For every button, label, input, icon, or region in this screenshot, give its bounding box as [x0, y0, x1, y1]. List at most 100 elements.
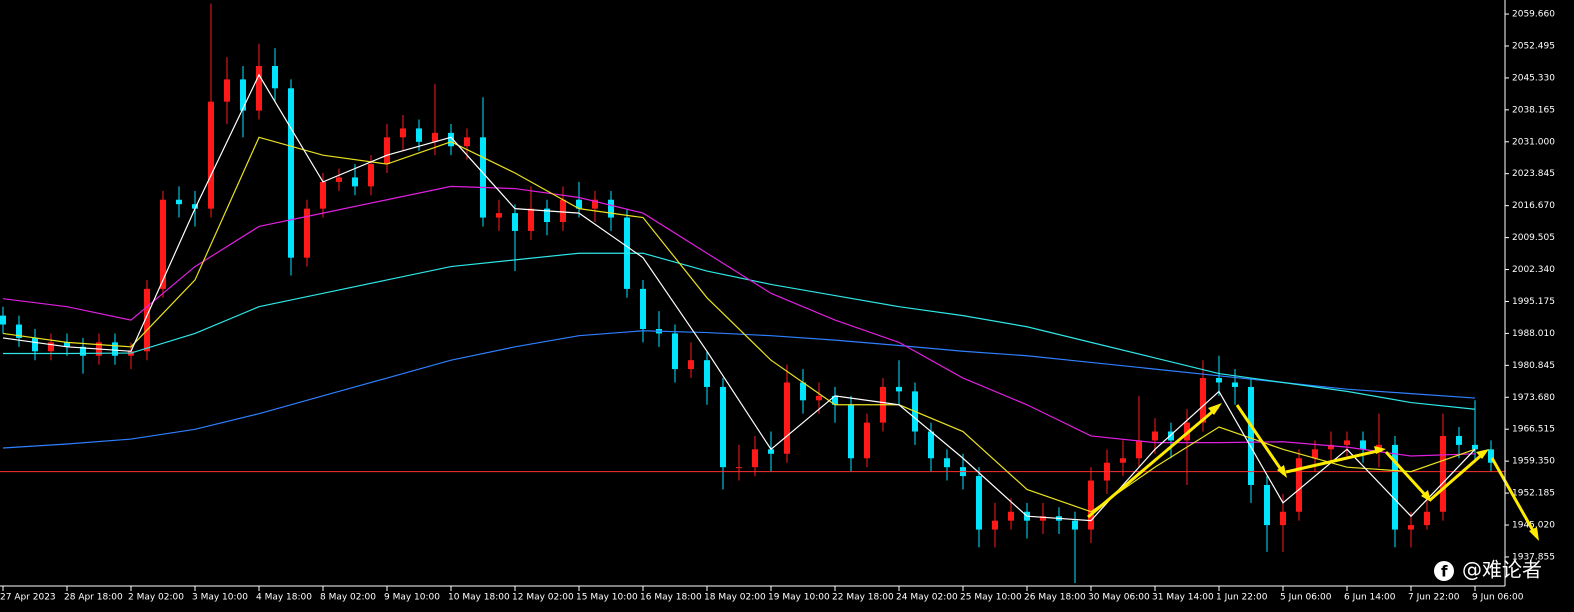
candle-body — [1360, 440, 1366, 450]
x-tick-label: 25 May 10:00 — [960, 593, 1022, 603]
candle-body — [832, 395, 838, 405]
arrows — [1087, 404, 1538, 537]
candle-body — [816, 395, 822, 401]
x-tick-label: 12 May 02:00 — [512, 593, 574, 603]
candle-body — [224, 79, 230, 102]
moving-average — [2, 185, 1476, 457]
candle-body — [0, 315, 6, 325]
candle-body — [496, 213, 502, 218]
candle-body — [1216, 378, 1222, 383]
candle-body — [640, 288, 646, 329]
candle-body — [144, 288, 150, 352]
candle-body — [1232, 382, 1238, 387]
candle-body — [992, 520, 998, 530]
y-tick-label: 2009.505 — [1512, 233, 1555, 243]
candle-body — [1280, 511, 1286, 526]
candle-body — [1200, 378, 1206, 423]
moving-average — [2, 330, 1476, 449]
candle-body — [416, 128, 422, 142]
x-tick-label: 9 May 10:00 — [384, 593, 440, 603]
watermark-icon — [1434, 561, 1454, 581]
candle-body — [208, 101, 214, 209]
candle-body — [1120, 458, 1126, 463]
candle-body — [1408, 525, 1414, 530]
candle-body — [1312, 449, 1318, 459]
candle-body — [688, 360, 694, 370]
candle-body — [1248, 386, 1254, 485]
y-tick-label: 2045.330 — [1512, 73, 1555, 83]
y-tick-label: 1988.010 — [1512, 329, 1555, 339]
y-tick-label: 2023.845 — [1512, 169, 1555, 179]
y-tick-label: 1980.845 — [1512, 361, 1555, 371]
x-tick-label: 3 May 10:00 — [192, 593, 248, 603]
y-tick-label: 1937.855 — [1512, 552, 1555, 562]
candle-body — [112, 342, 118, 356]
candle-body — [1440, 435, 1446, 512]
candle-body — [256, 66, 262, 111]
candle-body — [864, 422, 870, 459]
candle-body — [432, 132, 438, 142]
candle-body — [1040, 516, 1046, 521]
y-tick-label: 1952.185 — [1512, 489, 1555, 499]
x-tick-label: 2 May 02:00 — [128, 593, 184, 603]
x-tick-label: 24 May 02:00 — [896, 593, 958, 603]
x-tick-label: 30 May 06:00 — [1088, 593, 1150, 603]
candle-body — [784, 382, 790, 454]
candle-body — [704, 360, 710, 387]
candle-body — [1088, 480, 1094, 530]
candle-body — [400, 128, 406, 138]
candle-body — [944, 458, 950, 468]
candle-body — [1152, 431, 1158, 441]
x-tick-label: 7 Jun 22:00 — [1408, 593, 1460, 603]
y-tick-label: 1945.020 — [1512, 521, 1555, 531]
candle-body — [1392, 444, 1398, 530]
x-tick-label: 16 May 18:00 — [640, 593, 702, 603]
x-tick-label: 27 Apr 2023 — [0, 593, 56, 603]
candle-body — [544, 208, 550, 223]
y-tick-label: 1973.680 — [1512, 393, 1555, 403]
watermark-icon-glyph: f — [1441, 563, 1448, 581]
x-tick-label: 26 May 18:00 — [1024, 593, 1086, 603]
candle-body — [32, 337, 38, 352]
candle-body — [1168, 431, 1174, 441]
candle-body — [1344, 440, 1350, 445]
x-tick-label: 15 May 10:00 — [576, 593, 638, 603]
candle-body — [1472, 444, 1478, 450]
candle-body — [368, 164, 374, 187]
candle-body — [288, 88, 294, 258]
candle-body — [736, 467, 742, 469]
x-tick-label: 6 Jun 14:00 — [1344, 593, 1396, 603]
watermark: @难论者 — [1462, 558, 1542, 582]
candle-body — [1072, 520, 1078, 530]
candle-body — [336, 177, 342, 182]
candle-body — [48, 342, 54, 352]
x-tick-label: 4 May 18:00 — [256, 593, 312, 603]
candle-body — [80, 346, 86, 356]
y-tick-label: 2038.165 — [1512, 105, 1555, 115]
candle-body — [272, 66, 278, 89]
candle-body — [1488, 449, 1494, 463]
y-tick-label: 2052.495 — [1512, 41, 1555, 51]
candle-body — [448, 132, 454, 147]
candle-body — [528, 208, 534, 231]
candle-body — [1456, 435, 1462, 445]
y-tick-label: 1995.175 — [1512, 297, 1555, 307]
candle-body — [304, 208, 310, 258]
x-tick-label: 1 Jun 22:00 — [1216, 593, 1268, 603]
candle-body — [608, 199, 614, 218]
candle-body — [320, 181, 326, 209]
candle-body — [672, 333, 678, 370]
candle-body — [768, 449, 774, 454]
y-tick-label: 2002.340 — [1512, 265, 1555, 275]
y-tick-label: 2031.000 — [1512, 137, 1555, 147]
candle-body — [1376, 444, 1382, 450]
candle-body — [800, 382, 806, 401]
candle-body — [512, 213, 518, 231]
candle-body — [1328, 444, 1334, 450]
x-tick-label: 18 May 02:00 — [704, 593, 766, 603]
candle-body — [1008, 511, 1014, 521]
candle-body — [160, 199, 166, 289]
candle-body — [16, 324, 22, 338]
candle-body — [64, 342, 70, 347]
